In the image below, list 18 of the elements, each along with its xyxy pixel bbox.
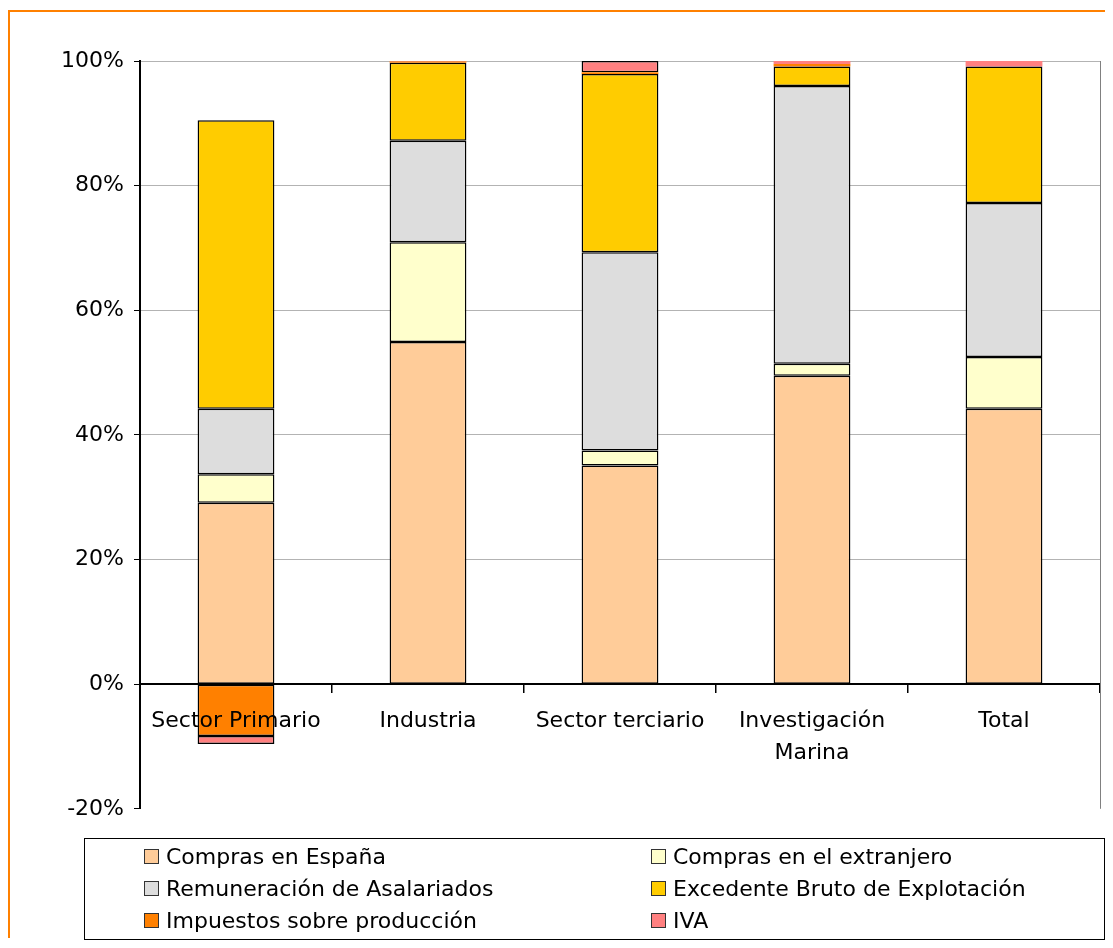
x-tick-label: Total — [977, 706, 1030, 732]
legend-label: Remuneración de Asalariados — [166, 875, 494, 901]
legend-label: Excedente Bruto de Explotación — [673, 875, 1026, 901]
x-tick-label: Sector terciario — [535, 706, 705, 732]
legend-label: Compras en España — [166, 843, 386, 869]
bar — [965, 61, 1043, 67]
y-tick-label: 0% — [89, 669, 124, 695]
legend-label: IVA — [673, 907, 709, 933]
legend-label: Impuestos sobre producción — [166, 907, 477, 933]
y-tick-label: 60% — [75, 295, 124, 321]
y-tick-label: -20% — [67, 794, 124, 820]
legend-label: Compras en el extranjero — [673, 843, 953, 869]
y-tick-label: 20% — [75, 545, 124, 571]
y-tick-label: 100% — [61, 46, 124, 72]
y-tick-label: 80% — [75, 171, 124, 197]
x-tick-label: Industria — [379, 706, 477, 732]
y-tick-label: 40% — [75, 420, 124, 446]
x-tick-label: Investigación Marina — [738, 706, 886, 764]
